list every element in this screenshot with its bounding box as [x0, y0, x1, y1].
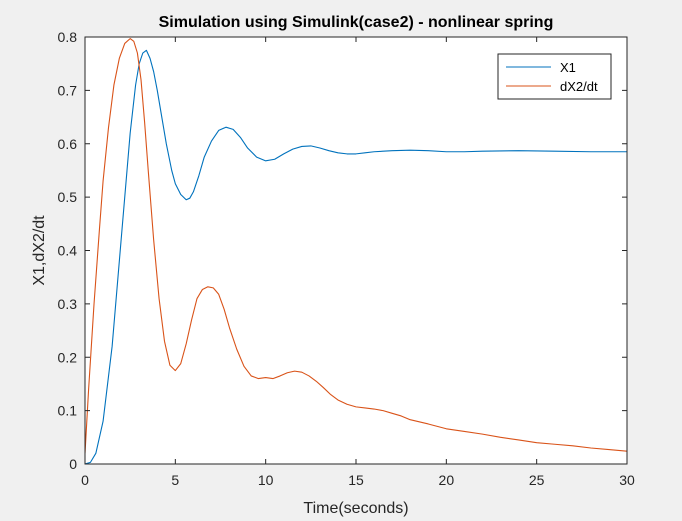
- series-line-x1: [85, 49, 627, 464]
- y-tick-label: 0: [69, 456, 77, 472]
- x-tick-label: 15: [348, 472, 364, 488]
- y-tick-label: 0.5: [58, 189, 78, 205]
- x-tick-label: 20: [439, 472, 455, 488]
- legend-entry: X1: [560, 60, 576, 75]
- x-tick-label: 0: [81, 472, 89, 488]
- legend: X1 dX2/dt: [497, 53, 612, 100]
- x-axis-label: Time(seconds): [303, 500, 408, 517]
- y-tick-label: 0.3: [58, 296, 78, 312]
- legend-entry: dX2/dt: [560, 79, 598, 94]
- legend-box: [497, 53, 612, 100]
- chart-title: Simulation using Simulink(case2) - nonli…: [159, 14, 554, 31]
- x-tick-label: 30: [619, 472, 635, 488]
- x-tick-label: 5: [171, 472, 179, 488]
- y-tick-label: 0.7: [58, 82, 78, 98]
- x-tick-label: 10: [258, 472, 274, 488]
- y-tick-label: 0.6: [58, 136, 78, 152]
- y-tick-label: 0.8: [58, 29, 78, 45]
- y-axis-label: X1,dX2/dt: [31, 215, 48, 286]
- y-tick-label: 0.1: [58, 403, 78, 419]
- y-tick-label: 0.2: [58, 349, 78, 365]
- x-tick-label: 25: [529, 472, 545, 488]
- series-layer: [85, 38, 627, 464]
- plot-area: [85, 37, 627, 464]
- y-tick-label: 0.4: [58, 243, 78, 259]
- ticks-layer: 0 5 10 15 20 25 30 0 0.1 0.2 0.3 0.4 0.5 0.6 0.7 0.8: [58, 29, 635, 488]
- series-line-dx2-dt: [85, 38, 627, 454]
